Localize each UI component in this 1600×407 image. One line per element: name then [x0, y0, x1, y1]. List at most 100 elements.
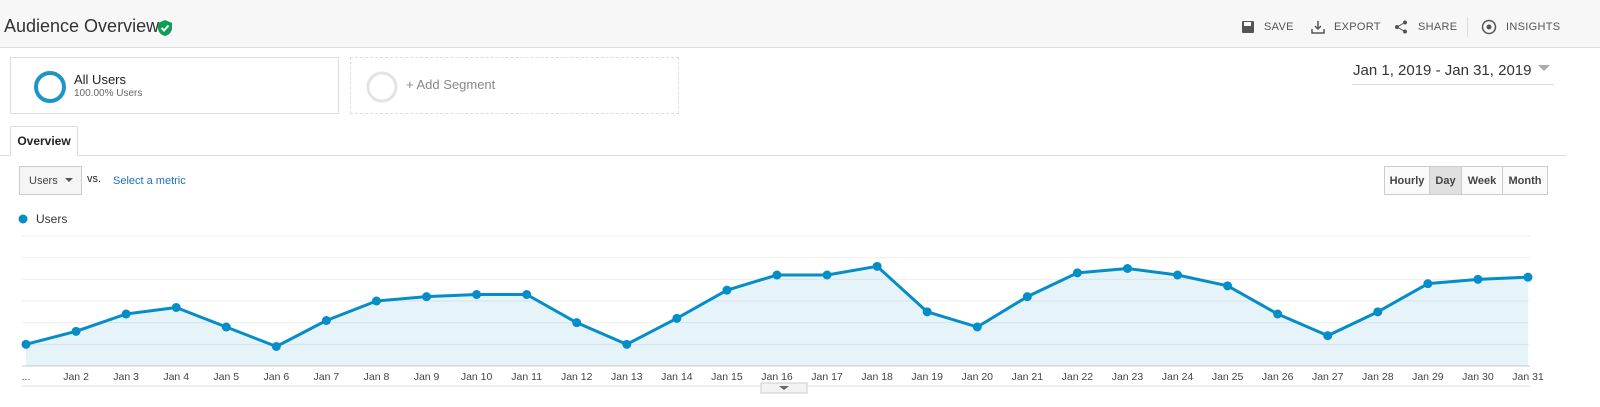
- export-button[interactable]: EXPORT: [1334, 21, 1381, 33]
- point: [1022, 292, 1032, 302]
- segment-ring: [34, 71, 66, 103]
- segment-detail: 100.00% Users: [74, 88, 143, 99]
- x-tick-label: Jan 29: [1412, 371, 1444, 383]
- save-icon[interactable]: [1241, 20, 1255, 34]
- point: [972, 322, 982, 332]
- x-tick-label: Jan 4: [163, 371, 189, 383]
- x-tick-label: Jan 16: [761, 371, 793, 383]
- x-tick-label: Jan 15: [711, 371, 743, 383]
- x-tick-label: Jan 3: [113, 371, 139, 383]
- point: [1423, 279, 1433, 289]
- x-tick-label: Jan 23: [1112, 371, 1144, 383]
- point: [371, 296, 381, 306]
- date-range[interactable]: Jan 1, 2019 - Jan 31, 2019: [1353, 62, 1532, 79]
- insights-icon[interactable]: [1481, 19, 1497, 35]
- x-tick-label: Jan 7: [314, 371, 340, 383]
- x-tick-label: Jan 6: [263, 371, 289, 383]
- x-tick-label: Jan 21: [1012, 371, 1044, 383]
- x-tick-label: Jan 26: [1262, 371, 1294, 383]
- header-bar: [0, 0, 1600, 48]
- x-tick-label: Jan 5: [213, 371, 239, 383]
- granularity-button[interactable]: Week: [1462, 166, 1503, 195]
- share-icon[interactable]: [1394, 20, 1408, 34]
- point: [1223, 281, 1233, 291]
- point: [622, 339, 632, 349]
- save-button[interactable]: SAVE: [1264, 21, 1294, 33]
- point: [472, 290, 482, 299]
- overview-tab[interactable]: Overview: [10, 126, 78, 156]
- divider: [1467, 17, 1468, 37]
- point: [522, 290, 532, 299]
- point: [1323, 331, 1333, 341]
- x-tick-label: Jan 25: [1212, 371, 1244, 383]
- point: [1122, 264, 1132, 273]
- x-tick-label: Jan 9: [414, 371, 440, 383]
- point: [1273, 309, 1283, 319]
- x-tick-label: Jan 13: [611, 371, 643, 383]
- granularity-button[interactable]: Month: [1503, 166, 1548, 195]
- point: [772, 270, 782, 280]
- x-tick-label: Jan 14: [661, 371, 693, 383]
- vs-label: vs.: [87, 173, 102, 185]
- point: [1072, 268, 1082, 278]
- granularity-button[interactable]: Hourly: [1384, 166, 1430, 195]
- x-tick-label: Jan 10: [461, 371, 493, 383]
- share-button[interactable]: SHARE: [1418, 21, 1458, 33]
- x-tick-label: Jan 20: [962, 371, 994, 383]
- add-segment[interactable]: + Add Segment: [406, 77, 496, 92]
- add-segment-card[interactable]: [350, 57, 679, 114]
- date-caret[interactable]: [1538, 65, 1550, 73]
- point: [672, 313, 682, 323]
- date-underline: [1352, 84, 1554, 85]
- point: [171, 303, 181, 312]
- metric-name: Users: [29, 175, 58, 187]
- verified-icon: [158, 20, 172, 36]
- metric-dropdown[interactable]: [19, 166, 82, 195]
- tab-rule: [0, 155, 1566, 156]
- point: [1473, 274, 1483, 284]
- point: [572, 318, 582, 328]
- insights-button[interactable]: INSIGHTS: [1506, 21, 1561, 33]
- x-tick-label: Jan 19: [911, 371, 943, 383]
- point: [1523, 272, 1533, 282]
- collapse-caret: [779, 386, 789, 390]
- page-title: Audience Overview: [4, 16, 160, 36]
- point: [271, 342, 281, 351]
- point: [872, 261, 882, 271]
- x-tick-label: Jan 22: [1062, 371, 1094, 383]
- point: [1173, 270, 1183, 280]
- x-tick-label: Jan 30: [1462, 371, 1494, 383]
- dropdown-caret: [65, 178, 73, 182]
- export-icon[interactable]: [1311, 20, 1325, 34]
- legend-label: Users: [36, 212, 67, 226]
- point: [722, 285, 732, 295]
- segment-card[interactable]: [10, 57, 339, 114]
- legend: Users: [18, 212, 67, 226]
- point: [121, 309, 131, 319]
- point: [71, 326, 81, 336]
- x-tick-label: ...: [22, 371, 31, 383]
- point: [21, 339, 31, 349]
- legend-dot: [18, 214, 28, 224]
- point: [221, 322, 231, 332]
- granularity-button[interactable]: Day: [1430, 166, 1462, 195]
- point: [422, 292, 432, 302]
- point: [822, 270, 832, 280]
- x-tick-label: Jan 31: [1512, 371, 1544, 383]
- point: [321, 316, 331, 325]
- segment-name: All Users: [74, 72, 127, 87]
- x-tick-label: Jan 2: [63, 371, 89, 383]
- x-tick-label: Jan 27: [1312, 371, 1344, 383]
- add-segment-ring: [366, 71, 398, 103]
- x-tick-label: Jan 11: [511, 371, 542, 383]
- x-tick-label: Jan 28: [1362, 371, 1394, 383]
- area: [26, 266, 1528, 366]
- select-metric-link[interactable]: Select a metric: [113, 175, 186, 187]
- x-tick-label: Jan 24: [1162, 371, 1194, 383]
- x-tick-label: Jan 17: [811, 371, 843, 383]
- point: [1373, 307, 1383, 317]
- x-tick-label: Jan 12: [561, 371, 593, 383]
- x-tick-label: Jan 18: [861, 371, 893, 383]
- x-tick-label: Jan 8: [364, 371, 390, 383]
